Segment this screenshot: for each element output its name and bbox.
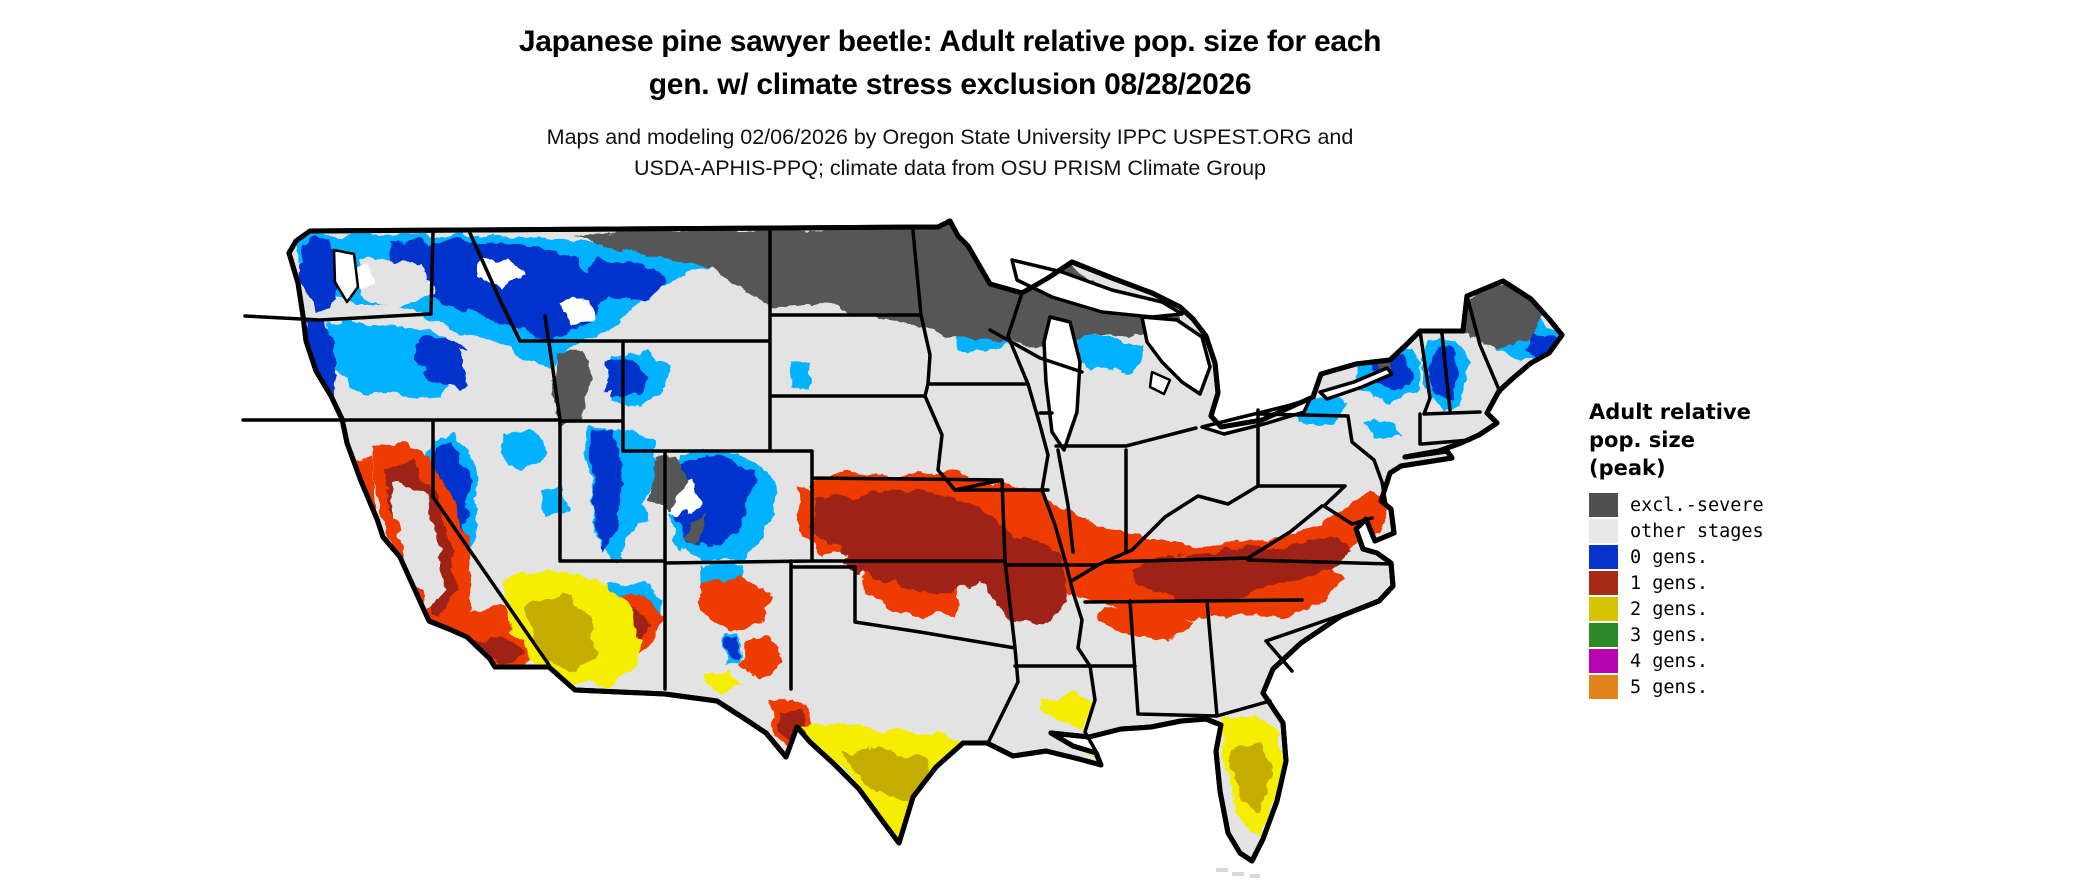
legend-item: 4 gens. (1589, 648, 1889, 674)
saginaw-bay (1148, 370, 1172, 396)
legend-item: 1 gens. (1589, 570, 1889, 596)
legend-item: 2 gens. (1589, 596, 1889, 622)
title-line-2: gen. w/ climate stress exclusion 08/28/2… (648, 68, 1252, 101)
legend-title-line-1: Adult relative (1589, 400, 1751, 424)
map-region-nodata (350, 258, 702, 517)
legend-item-label: 1 gens. (1630, 572, 1708, 594)
lake-michigan (1042, 315, 1082, 452)
us-choropleth-map (228, 212, 1568, 889)
legend-swatch (1589, 675, 1618, 699)
legend-title-line-2: pop. size (1589, 428, 1695, 452)
legend-swatch (1589, 519, 1618, 543)
map-region-2gens-dark (527, 597, 1270, 810)
legend-title: Adult relative pop. size (peak) (1589, 398, 1889, 482)
legend-items: excl.-severe other stages 0 gens. 1 gens… (1589, 492, 1889, 700)
legend-item-label: 2 gens. (1630, 598, 1708, 620)
page-title: Japanese pine sawyer beetle: Adult relat… (250, 20, 1650, 106)
page-subtitle: Maps and modeling 02/06/2026 by Oregon S… (250, 122, 1650, 184)
legend-swatch (1589, 571, 1618, 595)
map-region-basins (360, 260, 547, 397)
map-svg (241, 218, 1565, 878)
legend-item-label: 0 gens. (1630, 546, 1708, 568)
lake-huron (1140, 315, 1212, 396)
map-region-excl-severe (552, 224, 1545, 545)
legend-item-label: excl.-severe (1630, 494, 1764, 516)
great-lakes (332, 248, 1394, 452)
legend-swatch (1589, 597, 1618, 621)
legend-swatch (1589, 545, 1618, 569)
map-region-valley (392, 482, 442, 607)
legend-item: other stages (1589, 518, 1889, 544)
lake-ontario (1318, 366, 1394, 401)
legend-item: 3 gens. (1589, 622, 1889, 648)
state-borders (241, 229, 1502, 757)
legend-item-label: 3 gens. (1630, 624, 1708, 646)
subtitle-line-1: Maps and modeling 02/06/2026 by Oregon S… (546, 125, 1354, 149)
title-line-1: Japanese pine sawyer beetle: Adult relat… (518, 25, 1382, 58)
legend-swatch (1589, 623, 1618, 647)
legend-item-label: other stages (1630, 520, 1764, 542)
legend-swatch (1589, 649, 1618, 673)
legend-item: 5 gens. (1589, 674, 1889, 700)
subtitle-line-2: USDA-APHIS-PPQ; climate data from OSU PR… (633, 156, 1267, 180)
legend-item: 0 gens. (1589, 544, 1889, 570)
puget-sound (332, 248, 360, 304)
florida-keys (1216, 868, 1260, 878)
legend-item-label: 5 gens. (1630, 676, 1708, 698)
legend-item: excl.-severe (1589, 492, 1889, 518)
legend-title-line-3: (peak) (1589, 456, 1666, 480)
map-legend: Adult relative pop. size (peak) excl.-se… (1589, 398, 1889, 700)
legend-swatch (1589, 493, 1618, 517)
us-outline-stroke (286, 218, 1565, 864)
legend-item-label: 4 gens. (1630, 650, 1708, 672)
